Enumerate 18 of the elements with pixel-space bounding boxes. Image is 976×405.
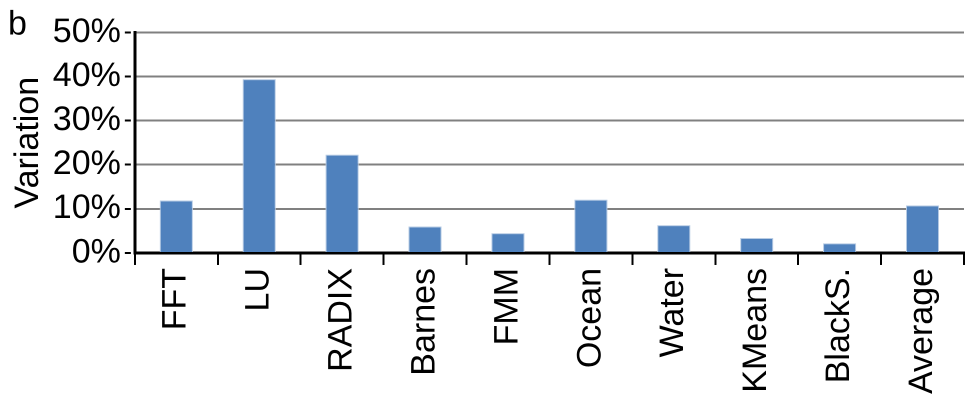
y-tick-label: 30% bbox=[52, 100, 121, 138]
x-tick-label: Barnes bbox=[404, 268, 442, 376]
x-tick-label: KMeans bbox=[736, 268, 774, 393]
x-tick-label: Ocean bbox=[570, 268, 608, 368]
x-tick-label: BlackS. bbox=[819, 268, 858, 384]
x-tick-label: LU bbox=[238, 268, 277, 312]
x-tick-label: FFT bbox=[156, 268, 194, 330]
y-tick-label: 20% bbox=[52, 144, 121, 182]
x-tick-label: FMM bbox=[487, 268, 526, 346]
x-tick-label: Water bbox=[653, 268, 692, 358]
y-tick-label: 0% bbox=[72, 232, 121, 270]
x-tick-label: Average bbox=[902, 268, 940, 394]
y-tick-label: 10% bbox=[52, 188, 121, 226]
y-tick-label: 50% bbox=[52, 12, 121, 50]
x-tick-label: RADIX bbox=[322, 268, 360, 372]
text: b bbox=[8, 4, 27, 42]
y-axis-title: Variation bbox=[8, 76, 46, 209]
y-tick-label: 40% bbox=[52, 56, 121, 94]
